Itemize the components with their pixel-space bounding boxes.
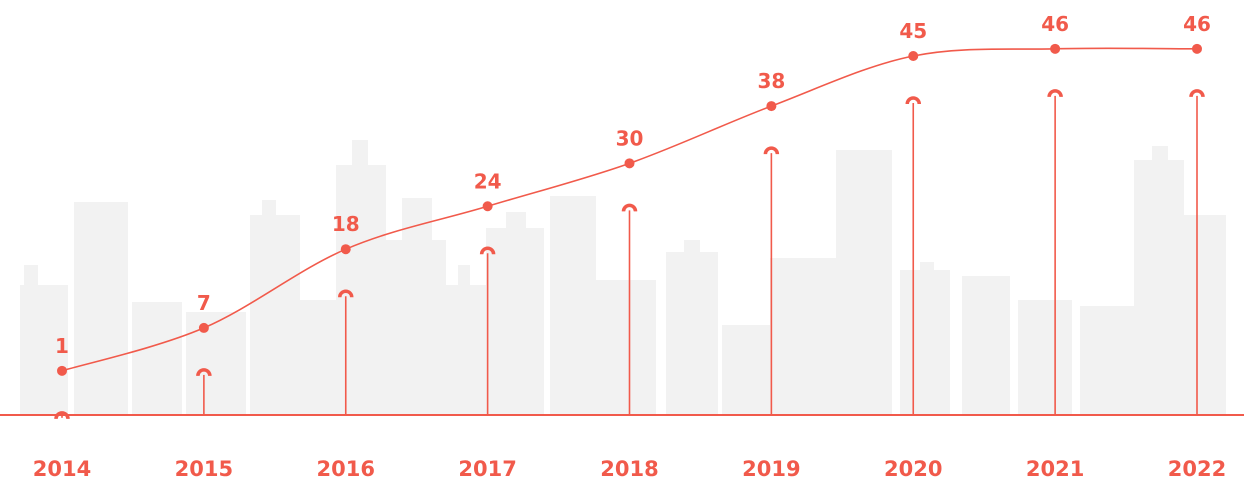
point [341, 244, 351, 254]
point [1192, 44, 1202, 54]
data-label: 38 [757, 69, 785, 93]
data-label: 18 [332, 212, 360, 236]
x-tick-label: 2018 [600, 457, 658, 481]
chart: 1 2014 7 2015 18 2016 24 2017 30 2018 38 2019 45 2020… [0, 0, 1244, 485]
point [625, 158, 635, 168]
point [766, 101, 776, 111]
x-tick-label: 2014 [33, 457, 91, 481]
data-label: 24 [474, 169, 502, 193]
data-label: 1 [55, 334, 69, 358]
x-tick-label: 2017 [458, 457, 516, 481]
point [199, 323, 209, 333]
x-tick-label: 2019 [742, 457, 800, 481]
x-tick-label: 2020 [884, 457, 942, 481]
x-tick-label: 2015 [175, 457, 233, 481]
point [57, 366, 67, 376]
point [1050, 44, 1060, 54]
data-label: 46 [1041, 12, 1069, 36]
point [483, 201, 493, 211]
data-label: 7 [197, 291, 211, 315]
data-label: 46 [1183, 12, 1211, 36]
x-tick-label: 2022 [1168, 457, 1226, 481]
x-tick-label: 2016 [317, 457, 375, 481]
point [908, 51, 918, 61]
x-tick-label: 2021 [1026, 457, 1084, 481]
data-label: 45 [899, 19, 927, 43]
data-label: 30 [616, 126, 644, 150]
skyline-background [20, 140, 1226, 415]
